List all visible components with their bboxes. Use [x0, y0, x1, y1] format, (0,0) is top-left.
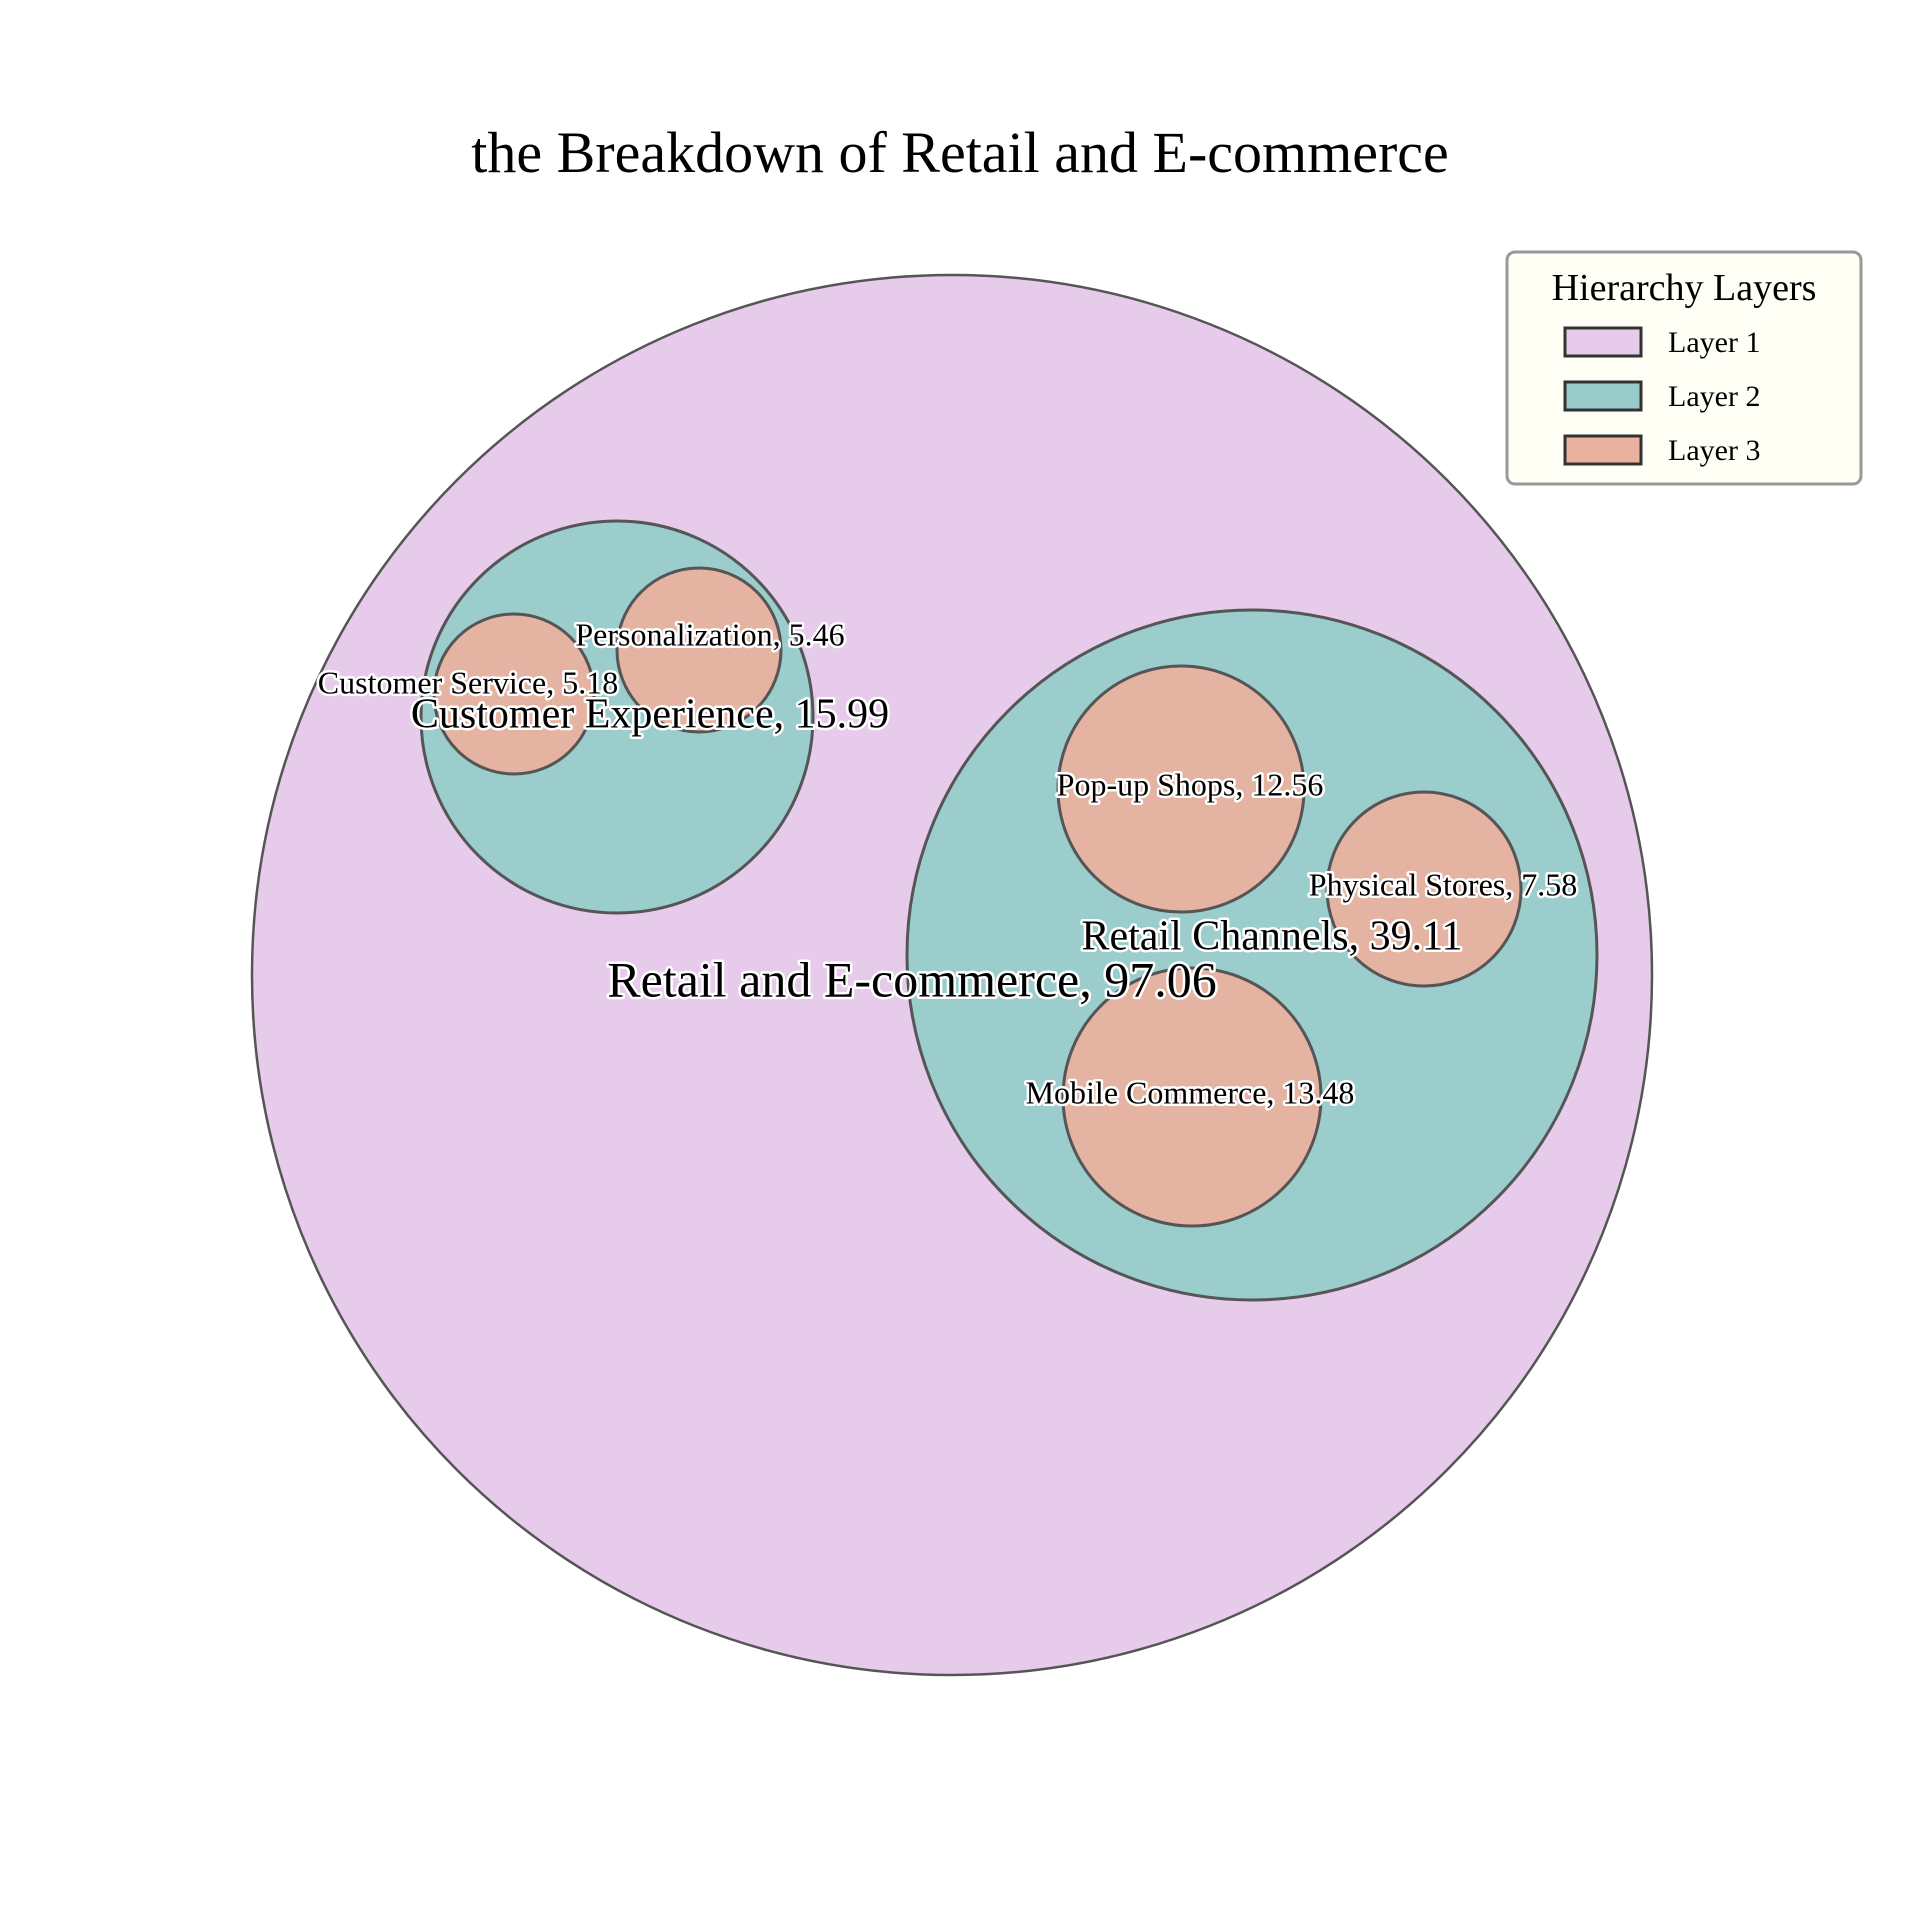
legend-title: Hierarchy Layers — [1552, 267, 1817, 309]
chart-title: the Breakdown of Retail and E-commerce — [471, 120, 1449, 185]
legend-swatch-layer-1 — [1563, 326, 1643, 358]
circle-labels: Retail and E-commerce, 97.06 Customer Exp… — [315, 614, 1579, 1113]
label-cs: Customer Service, 5.18 — [318, 664, 618, 700]
legend-entry-layer-3: Layer 3 — [1668, 434, 1760, 467]
label-rc: Retail Channels, 39.11 — [1081, 914, 1462, 960]
label-root: Retail and E-commerce, 97.06 — [607, 951, 1217, 1007]
circle-pack — [250, 273, 1654, 1677]
legend: Hierarchy Layers Layer 1 Layer 2 Layer 3 — [1505, 250, 1863, 486]
label-ps: Physical Stores, 7.58 — [1309, 866, 1577, 902]
circle-pop — [1056, 664, 1306, 914]
legend-swatch-layer-2 — [1563, 380, 1643, 412]
legend-entry-layer-2: Layer 2 — [1668, 380, 1760, 413]
legend-swatch-layer-3 — [1563, 434, 1643, 466]
label-mc: Mobile Commerce, 13.48 — [1026, 1074, 1355, 1110]
label-ce: Customer Experience, 15.99 — [411, 692, 889, 738]
circle-mc — [1061, 966, 1323, 1228]
label-per: Personalization, 5.46 — [575, 616, 844, 652]
circle-ps — [1325, 790, 1523, 988]
circle-per — [615, 566, 783, 734]
legend-entry-layer-1: Layer 1 — [1668, 326, 1760, 359]
legend-frame — [1505, 250, 1863, 486]
circle-cs — [432, 612, 596, 776]
label-pop: Pop-up Shops, 12.56 — [1057, 766, 1324, 802]
